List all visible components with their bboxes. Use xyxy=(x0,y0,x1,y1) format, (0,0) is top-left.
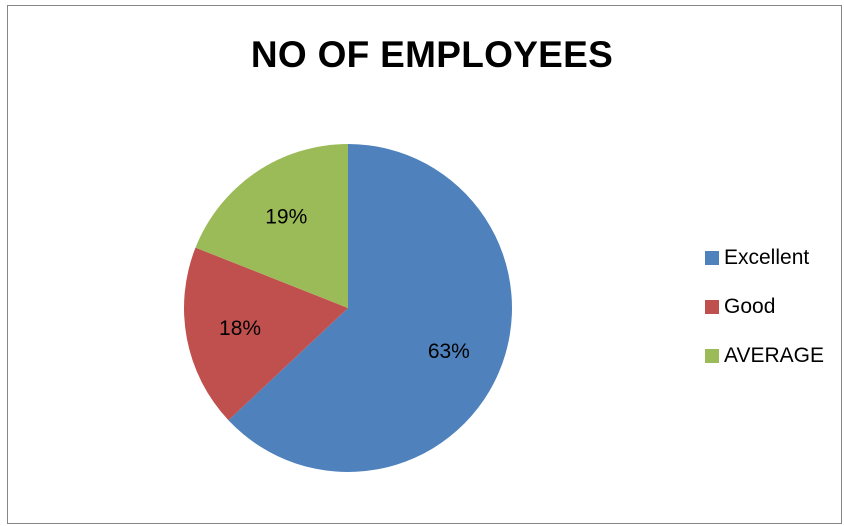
pie-slice-average xyxy=(195,144,348,308)
legend-label-average: AVERAGE xyxy=(724,343,824,367)
data-label-excellent: 63% xyxy=(428,340,470,363)
pie-slice-good xyxy=(184,247,348,421)
legend-label-excellent: Excellent xyxy=(724,245,810,269)
legend-item-good: Good xyxy=(705,295,824,318)
chart-legend: Excellent Good AVERAGE xyxy=(705,246,824,393)
legend-label-good: Good xyxy=(724,294,776,318)
legend-swatch-excellent xyxy=(705,250,719,265)
data-label-average: 19% xyxy=(265,206,307,229)
pie-slice-excellent xyxy=(228,144,512,472)
data-label-good: 18% xyxy=(219,317,261,340)
pie-data-labels: 63% 18% 19% xyxy=(219,206,470,364)
legend-swatch-average xyxy=(705,348,719,363)
legend-swatch-good xyxy=(705,299,719,314)
pie-slices xyxy=(184,144,512,472)
legend-item-average: AVERAGE xyxy=(705,344,824,367)
chart-title: NO OF EMPLOYEES xyxy=(250,34,614,75)
legend-item-excellent: Excellent xyxy=(705,246,824,269)
